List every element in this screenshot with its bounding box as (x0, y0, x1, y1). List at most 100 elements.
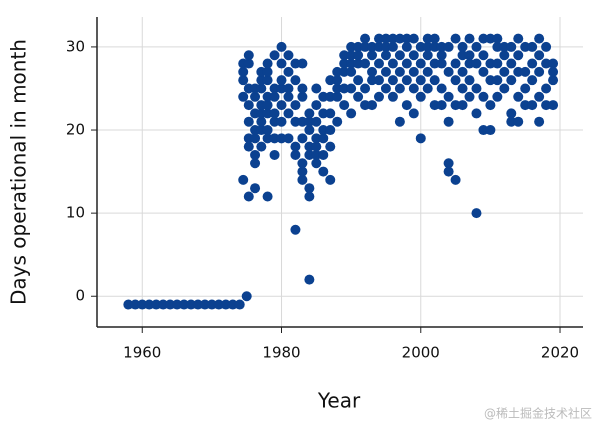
point (548, 100, 559, 111)
point (243, 58, 254, 69)
point (269, 108, 280, 119)
point (304, 125, 315, 136)
point (541, 58, 552, 69)
point (457, 83, 468, 94)
point (506, 75, 517, 86)
point (353, 50, 364, 61)
point (325, 75, 336, 86)
point (269, 91, 280, 102)
point (290, 149, 301, 160)
point (346, 83, 357, 94)
point (276, 41, 287, 52)
point (262, 100, 273, 111)
point (332, 66, 343, 77)
point (548, 75, 559, 86)
point (297, 116, 308, 127)
point (220, 299, 231, 310)
point (443, 158, 454, 169)
point (513, 66, 524, 77)
point (387, 33, 398, 44)
point (318, 91, 329, 102)
point (408, 108, 419, 119)
point (401, 100, 412, 111)
point (471, 108, 482, 119)
point (520, 41, 531, 52)
point (401, 75, 412, 86)
point (541, 100, 552, 111)
point (243, 100, 254, 111)
point (179, 299, 190, 310)
point (394, 66, 405, 77)
point (380, 83, 391, 94)
point (276, 58, 287, 69)
point (387, 75, 398, 86)
point (520, 83, 531, 94)
point (137, 299, 148, 310)
point (199, 299, 210, 310)
point (234, 299, 245, 310)
point (269, 83, 280, 94)
point (360, 41, 371, 52)
point (492, 58, 503, 69)
point (243, 116, 254, 127)
point (276, 75, 287, 86)
point (401, 58, 412, 69)
point (325, 141, 336, 152)
point (346, 41, 357, 52)
point (283, 50, 294, 61)
point (192, 299, 203, 310)
point (262, 133, 273, 144)
point (297, 83, 308, 94)
point (415, 41, 426, 52)
point (318, 133, 329, 144)
point (250, 183, 261, 194)
point (238, 75, 249, 86)
point (485, 33, 496, 44)
point (172, 299, 183, 310)
point (471, 41, 482, 52)
point (527, 41, 538, 52)
point (238, 91, 249, 102)
point (464, 33, 475, 44)
point (436, 58, 447, 69)
point (243, 191, 254, 202)
point (499, 41, 510, 52)
point (422, 66, 433, 77)
point (339, 58, 350, 69)
point (408, 50, 419, 61)
point (297, 166, 308, 177)
point (373, 91, 384, 102)
x-tick-label: 2000 (402, 344, 440, 362)
point (464, 58, 475, 69)
point (353, 58, 364, 69)
point (256, 116, 267, 127)
point (373, 33, 384, 44)
point (534, 91, 545, 102)
point (485, 75, 496, 86)
point (256, 141, 267, 152)
point (250, 149, 261, 160)
point (311, 158, 322, 169)
point (304, 191, 315, 202)
point (311, 83, 322, 94)
point (457, 66, 468, 77)
y-tick-label: 10 (66, 204, 85, 222)
point (513, 116, 524, 127)
point (238, 66, 249, 77)
point (401, 33, 412, 44)
point (367, 66, 378, 77)
point (262, 108, 273, 119)
point (548, 58, 559, 69)
point (269, 149, 280, 160)
point (415, 91, 426, 102)
point (527, 100, 538, 111)
point (436, 100, 447, 111)
point (387, 91, 398, 102)
y-tick-label: 20 (66, 121, 85, 139)
point (478, 33, 489, 44)
point (380, 66, 391, 77)
point (429, 33, 440, 44)
point (151, 299, 162, 310)
point (297, 158, 308, 169)
point (339, 50, 350, 61)
